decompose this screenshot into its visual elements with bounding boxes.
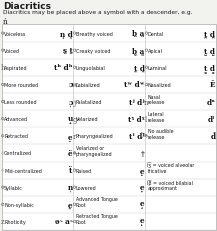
Text: i͡β = voiced bilabial
approximant: i͡β = voiced bilabial approximant — [148, 179, 194, 191]
Text: dⁿ: dⁿ — [207, 98, 215, 106]
Text: Nasalized: Nasalized — [148, 82, 172, 88]
Text: e̝: e̝ — [140, 166, 145, 174]
Text: tˠ dˠ: tˠ dˠ — [128, 115, 145, 123]
Text: t̪ d̪: t̪ d̪ — [204, 30, 215, 38]
Text: ɔ: ɔ — [68, 81, 73, 89]
Text: z: z — [1, 218, 5, 225]
Text: Diacritics may be placed above a symbol with a descender, e.g.: Diacritics may be placed above a symbol … — [3, 10, 192, 15]
Text: u̟: u̟ — [67, 115, 73, 123]
Text: Lowered: Lowered — [76, 185, 97, 190]
Text: Centralized: Centralized — [4, 151, 32, 156]
Text: Voiced: Voiced — [4, 49, 20, 53]
Text: Velarized: Velarized — [76, 117, 99, 122]
Text: t̻ d̻: t̻ d̻ — [204, 64, 215, 72]
Text: Lateral
release: Lateral release — [148, 111, 165, 122]
Text: t̼ d̼: t̼ d̼ — [134, 64, 145, 72]
Text: Labialized: Labialized — [76, 82, 101, 88]
Text: Nasal
release: Nasal release — [148, 94, 165, 105]
Text: dˡ: dˡ — [208, 115, 215, 123]
Bar — [2, 25, 216, 230]
Text: l: l — [145, 115, 148, 123]
Text: Advanced: Advanced — [4, 117, 28, 122]
Text: ẗ: ẗ — [69, 166, 73, 174]
Text: ə˞ a˞: ə˞ a˞ — [55, 218, 73, 225]
Text: Pharyngealized: Pharyngealized — [76, 134, 114, 139]
Text: e̯: e̯ — [68, 201, 73, 208]
Text: ë: ë — [68, 149, 73, 157]
Text: Raised: Raised — [76, 168, 92, 173]
Text: Laminal: Laminal — [148, 66, 167, 70]
Text: Creaky voiced: Creaky voiced — [76, 49, 110, 53]
Text: ń: ń — [3, 18, 8, 26]
Text: n̥ d̥: n̥ d̥ — [60, 30, 73, 38]
Text: e̞: e̞ — [140, 183, 145, 191]
Circle shape — [145, 84, 148, 86]
Text: h: h — [0, 64, 5, 72]
Text: Less rounded: Less rounded — [4, 100, 37, 105]
Text: More rounded: More rounded — [4, 82, 38, 88]
Text: No audible
release: No audible release — [148, 128, 173, 139]
Text: b̤ a̤: b̤ a̤ — [132, 30, 145, 38]
Text: w: w — [72, 81, 77, 89]
Text: Dental: Dental — [148, 31, 164, 36]
Text: tʷ dʷ: tʷ dʷ — [124, 81, 145, 89]
Text: Retracted: Retracted — [4, 134, 28, 139]
Text: tʰ dʰ: tʰ dʰ — [54, 64, 73, 72]
Text: Apical: Apical — [148, 49, 163, 53]
Text: j: j — [74, 98, 76, 106]
Text: Non-syllabic: Non-syllabic — [4, 202, 34, 207]
Text: †: † — [141, 149, 145, 157]
Text: tʲ dʲ: tʲ dʲ — [129, 98, 145, 106]
Text: s̤ t̤: s̤ t̤ — [63, 47, 73, 55]
Text: ɔ̩: ɔ̩ — [68, 98, 73, 106]
Text: Palatalized: Palatalized — [76, 100, 102, 105]
Text: n: n — [144, 98, 149, 106]
Text: i͡ʒ = voiced alveolar
fricative: i͡ʒ = voiced alveolar fricative — [148, 162, 195, 173]
Text: g: g — [72, 115, 77, 123]
Text: Voiceless: Voiceless — [4, 31, 26, 36]
Text: t̺ d̺: t̺ d̺ — [204, 47, 215, 55]
Text: Syllabic: Syllabic — [4, 185, 23, 190]
Text: Aspirated: Aspirated — [4, 66, 28, 70]
Text: tˤ dˤ: tˤ dˤ — [129, 132, 145, 140]
Text: n̩: n̩ — [67, 183, 73, 191]
Text: d̚: d̚ — [210, 132, 215, 140]
Text: Rhoticity: Rhoticity — [4, 219, 26, 224]
Text: b̰ a̰: b̰ a̰ — [132, 47, 145, 55]
Text: e̠: e̠ — [68, 132, 73, 140]
Text: Breathy voiced: Breathy voiced — [76, 31, 113, 36]
Text: Mid-centralized: Mid-centralized — [4, 168, 42, 173]
Text: e̘: e̘ — [140, 201, 145, 208]
Text: Velarized or
pharyngealized: Velarized or pharyngealized — [76, 145, 113, 156]
Text: Retracted Tongue
Root: Retracted Tongue Root — [76, 213, 118, 224]
Text: e̙: e̙ — [140, 218, 145, 225]
Circle shape — [2, 170, 3, 171]
Text: r: r — [73, 132, 76, 140]
Polygon shape — [145, 84, 148, 85]
Text: Diacritics: Diacritics — [3, 2, 51, 11]
Text: Ẽ: Ẽ — [210, 81, 215, 89]
Text: Advanced Tongue
Root: Advanced Tongue Root — [76, 197, 118, 207]
Text: Linguolabial: Linguolabial — [76, 66, 106, 70]
Circle shape — [2, 153, 3, 154]
